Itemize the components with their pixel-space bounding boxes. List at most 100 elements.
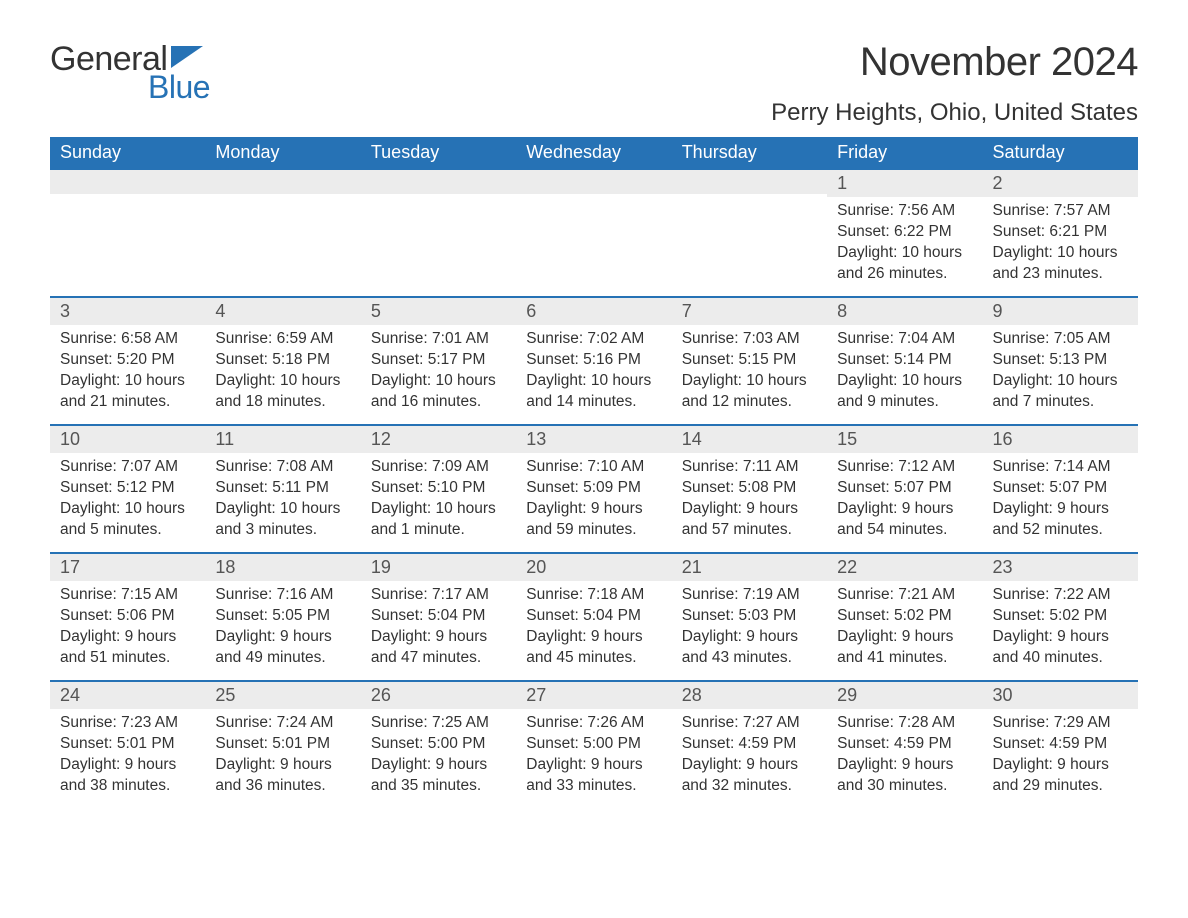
daylight-text: Daylight: 9 hours [837,627,972,648]
calendar-cell: 30Sunrise: 7:29 AMSunset: 4:59 PMDayligh… [983,680,1138,808]
sunset-text: Sunset: 5:07 PM [837,478,972,499]
sunrise-text: Sunrise: 7:57 AM [993,201,1128,222]
daylight-text: and 49 minutes. [215,648,350,669]
day-content: Sunrise: 7:24 AMSunset: 5:01 PMDaylight:… [205,709,360,805]
daylight-text: Daylight: 9 hours [682,755,817,776]
sunset-text: Sunset: 4:59 PM [682,734,817,755]
daylight-text: and 12 minutes. [682,392,817,413]
daylight-text: Daylight: 9 hours [371,627,506,648]
daylight-text: and 23 minutes. [993,264,1128,285]
calendar-cell: 6Sunrise: 7:02 AMSunset: 5:16 PMDaylight… [516,296,671,424]
sunset-text: Sunset: 5:10 PM [371,478,506,499]
day-content: Sunrise: 6:58 AMSunset: 5:20 PMDaylight:… [50,325,205,421]
day-content: Sunrise: 7:03 AMSunset: 5:15 PMDaylight:… [672,325,827,421]
daylight-text: and 41 minutes. [837,648,972,669]
day-content: Sunrise: 7:14 AMSunset: 5:07 PMDaylight:… [983,453,1138,549]
empty-day-header [516,168,671,194]
sunset-text: Sunset: 6:22 PM [837,222,972,243]
daylight-text: and 47 minutes. [371,648,506,669]
daylight-text: and 45 minutes. [526,648,661,669]
day-number: 24 [50,680,205,709]
calendar-cell: 19Sunrise: 7:17 AMSunset: 5:04 PMDayligh… [361,552,516,680]
day-content: Sunrise: 7:57 AMSunset: 6:21 PMDaylight:… [983,197,1138,293]
day-content: Sunrise: 7:25 AMSunset: 5:00 PMDaylight:… [361,709,516,805]
sunset-text: Sunset: 5:11 PM [215,478,350,499]
day-number: 4 [205,296,360,325]
calendar-cell: 22Sunrise: 7:21 AMSunset: 5:02 PMDayligh… [827,552,982,680]
calendar-cell: 29Sunrise: 7:28 AMSunset: 4:59 PMDayligh… [827,680,982,808]
calendar-cell: 7Sunrise: 7:03 AMSunset: 5:15 PMDaylight… [672,296,827,424]
daylight-text: Daylight: 9 hours [526,755,661,776]
sunset-text: Sunset: 5:02 PM [837,606,972,627]
daylight-text: and 3 minutes. [215,520,350,541]
sunset-text: Sunset: 5:07 PM [993,478,1128,499]
day-content: Sunrise: 7:11 AMSunset: 5:08 PMDaylight:… [672,453,827,549]
day-content: Sunrise: 7:19 AMSunset: 5:03 PMDaylight:… [672,581,827,677]
calendar-cell: 23Sunrise: 7:22 AMSunset: 5:02 PMDayligh… [983,552,1138,680]
daylight-text: Daylight: 9 hours [993,627,1128,648]
sunrise-text: Sunrise: 7:04 AM [837,329,972,350]
daylight-text: Daylight: 9 hours [526,499,661,520]
sunset-text: Sunset: 5:09 PM [526,478,661,499]
daylight-text: Daylight: 10 hours [371,371,506,392]
sunrise-text: Sunrise: 7:56 AM [837,201,972,222]
calendar-cell: 27Sunrise: 7:26 AMSunset: 5:00 PMDayligh… [516,680,671,808]
daylight-text: and 14 minutes. [526,392,661,413]
day-number: 22 [827,552,982,581]
day-number: 20 [516,552,671,581]
daylight-text: and 18 minutes. [215,392,350,413]
sunrise-text: Sunrise: 7:02 AM [526,329,661,350]
daylight-text: and 30 minutes. [837,776,972,797]
day-content: Sunrise: 7:05 AMSunset: 5:13 PMDaylight:… [983,325,1138,421]
sunrise-text: Sunrise: 7:14 AM [993,457,1128,478]
weekday-header: Saturday [983,137,1138,168]
sunset-text: Sunset: 4:59 PM [837,734,972,755]
day-number: 5 [361,296,516,325]
sunrise-text: Sunrise: 7:23 AM [60,713,195,734]
day-content: Sunrise: 7:09 AMSunset: 5:10 PMDaylight:… [361,453,516,549]
calendar-cell: 26Sunrise: 7:25 AMSunset: 5:00 PMDayligh… [361,680,516,808]
day-number: 29 [827,680,982,709]
daylight-text: and 16 minutes. [371,392,506,413]
sunrise-text: Sunrise: 7:22 AM [993,585,1128,606]
sunset-text: Sunset: 5:15 PM [682,350,817,371]
daylight-text: and 43 minutes. [682,648,817,669]
calendar-week-row: 3Sunrise: 6:58 AMSunset: 5:20 PMDaylight… [50,296,1138,424]
calendar-cell: 9Sunrise: 7:05 AMSunset: 5:13 PMDaylight… [983,296,1138,424]
empty-day-header [50,168,205,194]
day-content: Sunrise: 7:23 AMSunset: 5:01 PMDaylight:… [50,709,205,805]
sunset-text: Sunset: 4:59 PM [993,734,1128,755]
calendar-cell: 18Sunrise: 7:16 AMSunset: 5:05 PMDayligh… [205,552,360,680]
weekday-header: Monday [205,137,360,168]
calendar-cell: 17Sunrise: 7:15 AMSunset: 5:06 PMDayligh… [50,552,205,680]
daylight-text: Daylight: 9 hours [60,627,195,648]
daylight-text: and 40 minutes. [993,648,1128,669]
empty-day-header [205,168,360,194]
daylight-text: Daylight: 10 hours [215,371,350,392]
daylight-text: and 9 minutes. [837,392,972,413]
sunset-text: Sunset: 5:03 PM [682,606,817,627]
day-content: Sunrise: 7:28 AMSunset: 4:59 PMDaylight:… [827,709,982,805]
day-content: Sunrise: 7:26 AMSunset: 5:00 PMDaylight:… [516,709,671,805]
day-content: Sunrise: 7:08 AMSunset: 5:11 PMDaylight:… [205,453,360,549]
daylight-text: Daylight: 10 hours [837,371,972,392]
day-number: 9 [983,296,1138,325]
calendar-cell: 3Sunrise: 6:58 AMSunset: 5:20 PMDaylight… [50,296,205,424]
calendar-cell: 21Sunrise: 7:19 AMSunset: 5:03 PMDayligh… [672,552,827,680]
weekday-header-row: Sunday Monday Tuesday Wednesday Thursday… [50,137,1138,168]
calendar-cell: 25Sunrise: 7:24 AMSunset: 5:01 PMDayligh… [205,680,360,808]
day-number: 7 [672,296,827,325]
daylight-text: Daylight: 9 hours [526,627,661,648]
day-number: 23 [983,552,1138,581]
sunrise-text: Sunrise: 7:19 AM [682,585,817,606]
daylight-text: Daylight: 9 hours [837,499,972,520]
day-number: 6 [516,296,671,325]
calendar-cell: 1Sunrise: 7:56 AMSunset: 6:22 PMDaylight… [827,168,982,296]
day-number: 18 [205,552,360,581]
day-number: 13 [516,424,671,453]
daylight-text: and 38 minutes. [60,776,195,797]
day-number: 28 [672,680,827,709]
sunrise-text: Sunrise: 7:12 AM [837,457,972,478]
day-content: Sunrise: 7:12 AMSunset: 5:07 PMDaylight:… [827,453,982,549]
day-content: Sunrise: 7:17 AMSunset: 5:04 PMDaylight:… [361,581,516,677]
